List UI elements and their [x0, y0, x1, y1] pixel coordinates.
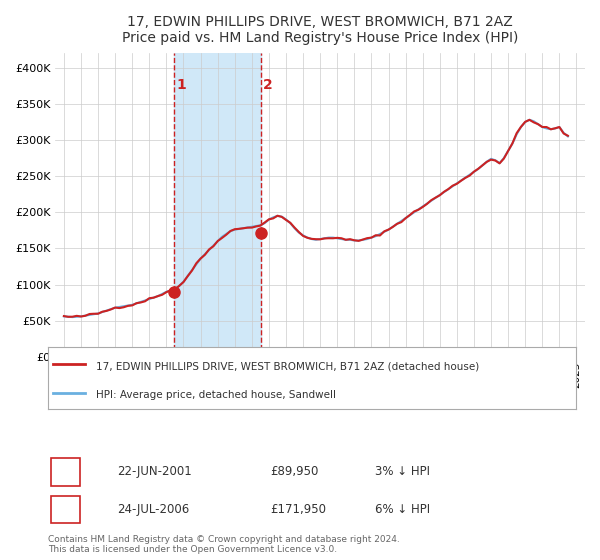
Text: 22-JUN-2001: 22-JUN-2001: [116, 465, 191, 478]
Text: 2: 2: [61, 503, 70, 516]
Text: £171,950: £171,950: [270, 503, 326, 516]
FancyBboxPatch shape: [50, 458, 80, 486]
Text: Contains HM Land Registry data © Crown copyright and database right 2024.
This d: Contains HM Land Registry data © Crown c…: [48, 535, 400, 554]
Title: 17, EDWIN PHILLIPS DRIVE, WEST BROMWICH, B71 2AZ
Price paid vs. HM Land Registry: 17, EDWIN PHILLIPS DRIVE, WEST BROMWICH,…: [122, 15, 518, 45]
FancyBboxPatch shape: [50, 496, 80, 524]
Bar: [175, 53, 262, 357]
Text: 2: 2: [263, 78, 273, 92]
Text: £89,950: £89,950: [270, 465, 318, 478]
Text: 1: 1: [61, 465, 70, 478]
Text: 17, EDWIN PHILLIPS DRIVE, WEST BROMWICH, B71 2AZ (detached house): 17, EDWIN PHILLIPS DRIVE, WEST BROMWICH,…: [95, 362, 479, 372]
Text: 3% ↓ HPI: 3% ↓ HPI: [376, 465, 430, 478]
Text: 24-JUL-2006: 24-JUL-2006: [116, 503, 189, 516]
Text: 6% ↓ HPI: 6% ↓ HPI: [376, 503, 430, 516]
Text: HPI: Average price, detached house, Sandwell: HPI: Average price, detached house, Sand…: [95, 390, 335, 400]
Text: 1: 1: [176, 78, 186, 92]
